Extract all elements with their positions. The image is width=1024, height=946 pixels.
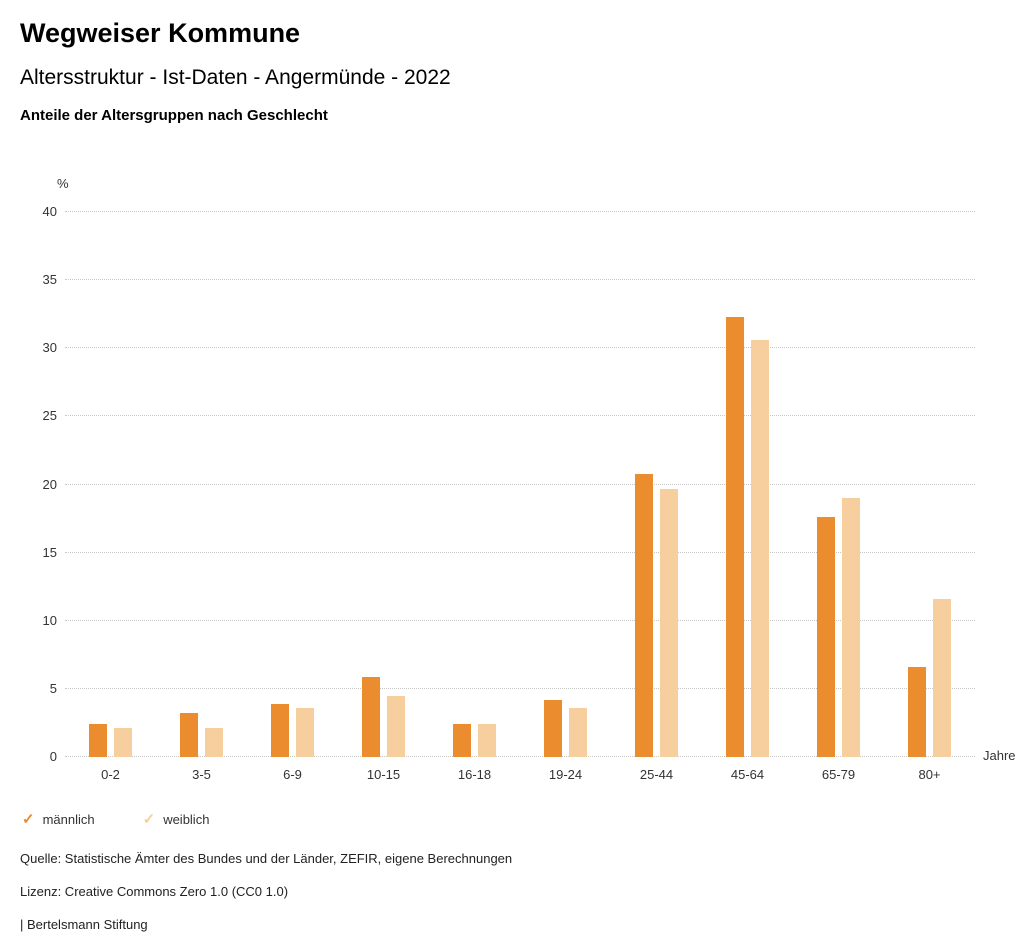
bar-group: 0-2 — [89, 212, 132, 782]
bar-group: 10-15 — [362, 212, 405, 782]
y-tick-label: 30 — [42, 340, 57, 356]
bar-weiblich[interactable] — [296, 707, 314, 757]
bar-weiblich[interactable] — [660, 488, 678, 757]
chart-subtitle: Altersstruktur - Ist-Daten - Angermünde … — [20, 66, 451, 89]
bar-weiblich[interactable] — [842, 498, 860, 757]
gridline — [65, 687, 975, 689]
bar-männlich[interactable] — [635, 473, 653, 757]
bar-männlich[interactable] — [89, 724, 107, 757]
bar-weiblich[interactable] — [387, 695, 405, 757]
footer: Quelle: Statistische Ämter des Bundes un… — [20, 851, 1004, 932]
source-text: Quelle: Statistische Ämter des Bundes un… — [20, 851, 513, 866]
gridline — [65, 415, 975, 417]
x-tick-label: 19-24 — [548, 767, 583, 782]
bar-weiblich[interactable] — [933, 598, 951, 757]
bar-männlich[interactable] — [271, 703, 289, 757]
bar-weiblich[interactable] — [751, 340, 769, 757]
gridline — [65, 279, 975, 281]
attribution-text: | Bertelsmann Stiftung — [20, 917, 148, 932]
bar-männlich[interactable] — [908, 667, 926, 757]
x-tick-label: 65-79 — [821, 767, 856, 782]
legend: ✓ männlich ✓ weiblich — [22, 812, 1004, 827]
check-icon: ✓ — [142, 811, 156, 828]
chart-caption: Anteile der Altersgruppen nach Geschlech… — [20, 107, 328, 124]
gridline — [65, 211, 975, 212]
bar-männlich[interactable] — [726, 316, 744, 757]
bar-group: 6-9 — [271, 212, 314, 782]
license-text: Lizenz: Creative Commons Zero 1.0 (CC0 1… — [20, 884, 289, 899]
x-tick-label: 25-44 — [639, 767, 674, 782]
plot-area: % Jahre 0 5 10 15 20 25 30 35 40 0-2 3-5 6-9 10-15 16… — [43, 176, 1016, 782]
x-tick-label: 10-15 — [366, 767, 401, 782]
x-tick-label: 80+ — [918, 767, 941, 782]
legend-item-maennlich[interactable]: ✓ männlich — [22, 812, 95, 827]
bar-männlich[interactable] — [362, 676, 380, 757]
x-tick-label: 16-18 — [457, 767, 492, 782]
legend-label: weiblich — [163, 812, 210, 827]
chart: % Jahre 0 5 10 15 20 25 30 35 40 0-2 3-5 6-9 10-15 16… — [43, 176, 1016, 782]
x-tick-label: 0-2 — [101, 767, 120, 782]
y-axis-unit-label: % — [57, 176, 69, 191]
y-tick-label: 20 — [42, 476, 57, 492]
bar-weiblich[interactable] — [569, 707, 587, 757]
bar-group: 45-64 — [726, 212, 769, 782]
page-title: Wegweiser Kommune — [20, 18, 301, 48]
x-tick-label: 3-5 — [192, 767, 211, 782]
bar-männlich[interactable] — [180, 713, 198, 757]
bar-group: 25-44 — [635, 212, 678, 782]
bar-group: 19-24 — [544, 212, 587, 782]
legend-item-weiblich[interactable]: ✓ weiblich — [143, 812, 210, 827]
y-tick-label: 0 — [49, 749, 57, 764]
bar-group: 3-5 — [180, 212, 223, 782]
bar-groups: 0-2 3-5 6-9 10-15 16-18 19-24 25-44 45-64 65-79 8… — [65, 212, 975, 782]
gridline — [65, 619, 975, 621]
gridline — [65, 756, 975, 757]
y-tick-label: 40 — [42, 204, 57, 219]
bar-männlich[interactable] — [817, 517, 835, 757]
bar-group: 65-79 — [817, 212, 860, 782]
x-tick-label: 6-9 — [283, 767, 302, 782]
y-tick-label: 5 — [49, 680, 57, 696]
bar-männlich[interactable] — [544, 699, 562, 757]
bar-weiblich[interactable] — [205, 728, 223, 757]
y-tick-label: 25 — [42, 408, 57, 424]
gridline — [65, 551, 975, 553]
bar-group: 80+ — [908, 212, 951, 782]
bar-männlich[interactable] — [453, 724, 471, 757]
y-tick-label: 10 — [42, 612, 57, 628]
bar-weiblich[interactable] — [114, 728, 132, 757]
bar-group: 16-18 — [453, 212, 496, 782]
check-icon: ✓ — [22, 811, 35, 828]
x-tick-label: 45-64 — [730, 767, 765, 782]
y-tick-label: 35 — [42, 272, 57, 288]
gridline — [65, 483, 975, 485]
y-tick-label: 15 — [42, 544, 57, 560]
bar-weiblich[interactable] — [478, 724, 496, 757]
legend-label: männlich — [42, 812, 95, 827]
x-axis-unit-label: Jahre — [983, 748, 1016, 763]
gridline — [65, 347, 975, 349]
